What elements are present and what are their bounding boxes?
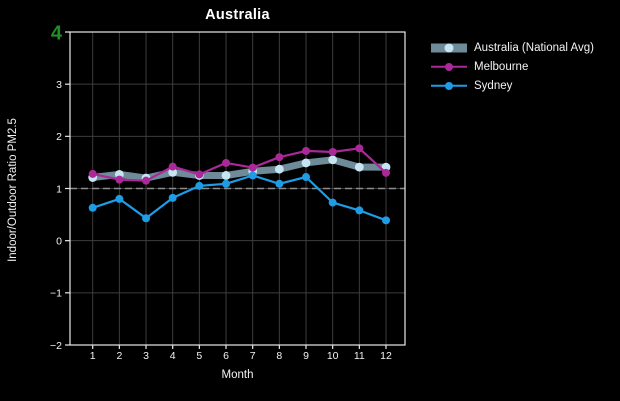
data-point-melbourne-month-1 <box>88 169 97 178</box>
data-point-sydney-month-2 <box>115 194 124 203</box>
data-point-sydney-month-6 <box>222 179 231 188</box>
legend-item-melbourne: Melbourne <box>431 59 594 74</box>
melbourne-line-swatch <box>431 59 467 74</box>
x-tick-label-10: 10 <box>327 350 339 362</box>
x-tick-label-6: 6 <box>223 350 229 362</box>
y-tick-label--1: −1 <box>50 288 62 300</box>
data-point-melbourne-month-2 <box>115 175 124 184</box>
legend-label: Sydney <box>474 79 513 92</box>
data-point-australia-national-avg-month-6 <box>221 171 231 180</box>
chart-title: Australia <box>205 7 270 23</box>
data-point-sydney-month-8 <box>275 179 284 188</box>
data-point-melbourne-month-4 <box>168 162 177 171</box>
x-tick-label-12: 12 <box>380 350 392 362</box>
legend-label: Melbourne <box>474 60 529 73</box>
x-tick-label-1: 1 <box>90 350 96 362</box>
data-point-sydney-month-4 <box>168 193 177 202</box>
x-tick-label-2: 2 <box>116 350 122 362</box>
x-tick-label-7: 7 <box>250 350 256 362</box>
data-point-melbourne-month-7 <box>248 163 257 172</box>
series-line-melbourne <box>91 147 388 182</box>
data-point-melbourne-month-11 <box>355 144 364 153</box>
y-tick-label--2: −2 <box>50 340 62 352</box>
series-line-sydney <box>91 174 388 222</box>
x-tick-label-9: 9 <box>303 350 309 362</box>
data-point-australia-national-avg-month-9 <box>301 158 311 168</box>
data-point-melbourne-month-3 <box>142 176 151 185</box>
sydney-line-swatch <box>431 78 467 93</box>
y-tick-label-4-highlighted: 4 <box>51 22 63 44</box>
data-point-australia-national-avg-month-4 <box>168 167 178 177</box>
x-tick-label-5: 5 <box>196 350 202 362</box>
x-tick-label-4: 4 <box>170 350 176 362</box>
data-point-sydney-month-5 <box>195 181 204 190</box>
data-point-australia-national-avg-month-10 <box>328 155 338 165</box>
data-point-sydney-month-7 <box>248 171 257 180</box>
data-point-australia-national-avg-month-8 <box>274 164 284 174</box>
data-point-sydney-month-1 <box>88 203 97 212</box>
legend-item-australia-national-avg: Australia (National Avg) <box>431 40 594 55</box>
y-tick-label-0: 0 <box>56 235 62 247</box>
x-tick-label-8: 8 <box>276 350 282 362</box>
y-tick-label-3: 3 <box>56 79 62 91</box>
data-point-melbourne-month-6 <box>222 158 231 167</box>
legend-item-sydney: Sydney <box>431 78 594 93</box>
data-point-melbourne-month-12 <box>381 168 390 177</box>
data-point-melbourne-month-8 <box>275 153 284 162</box>
y-tick-label-1: 1 <box>56 183 62 195</box>
x-tick-label-3: 3 <box>143 350 149 362</box>
data-point-melbourne-month-10 <box>328 147 337 156</box>
data-point-sydney-month-12 <box>381 216 390 225</box>
legend-label: Australia (National Avg) <box>474 41 594 54</box>
data-point-sydney-month-11 <box>355 206 364 215</box>
data-point-sydney-month-3 <box>142 214 151 223</box>
y-tick-label-2: 2 <box>56 131 62 143</box>
data-point-australia-national-avg-month-11 <box>354 162 364 172</box>
x-axis-label: Month <box>221 369 254 381</box>
data-point-melbourne-month-5 <box>195 170 204 179</box>
data-point-melbourne-month-9 <box>302 146 311 155</box>
series-line-australia-national-avg <box>89 156 390 182</box>
data-point-australia-national-avg-month-12 <box>381 162 391 172</box>
legend: Australia (National Avg) Melbourne Sydne… <box>431 40 594 93</box>
australia-band-swatch <box>431 40 467 55</box>
x-tick-label-11: 11 <box>354 350 365 362</box>
data-point-sydney-month-10 <box>328 198 337 207</box>
data-point-sydney-month-9 <box>302 173 311 182</box>
